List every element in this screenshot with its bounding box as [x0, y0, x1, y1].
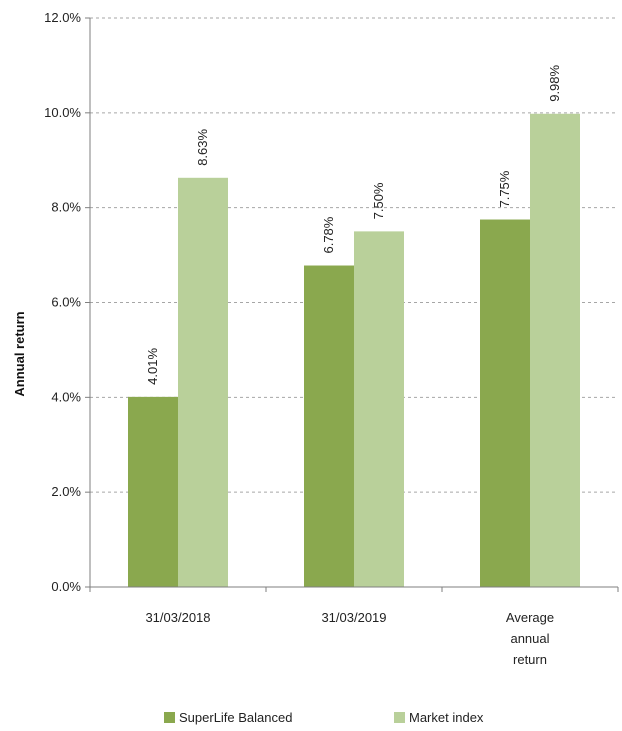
y-tick-label: 0.0% [51, 579, 81, 594]
bar-market-index [178, 177, 228, 587]
data-label: 8.63% [195, 128, 210, 165]
bars [128, 113, 580, 588]
labels: 0.0% 2.0% 4.0% 6.0% 8.0% 10.0% 12.0% 4.01% 8.63%… [44, 10, 562, 667]
bar-market-index [354, 231, 404, 587]
data-label: 7.50% [371, 182, 386, 219]
x-category-label: Average [506, 610, 554, 625]
bar-superlife-balanced [128, 396, 178, 587]
bar-market-index [530, 113, 580, 587]
axes [85, 17, 619, 592]
y-tick-label: 12.0% [44, 10, 81, 25]
y-tick-label: 10.0% [44, 105, 81, 120]
data-label: 4.01% [145, 348, 160, 385]
x-category-label: annual [510, 631, 549, 646]
bar-superlife-balanced [304, 265, 354, 587]
bar-superlife-balanced [480, 219, 530, 588]
data-label: 9.98% [547, 64, 562, 101]
y-tick-label: 6.0% [51, 295, 81, 310]
legend-swatch [394, 712, 405, 723]
legend-swatch [164, 712, 175, 723]
data-label: 7.75% [497, 170, 512, 207]
y-tick-label: 4.0% [51, 389, 81, 404]
data-label: 6.78% [321, 216, 336, 253]
x-category-label: 31/03/2019 [321, 610, 386, 625]
legend-label: Market index [409, 710, 484, 725]
y-tick-label: 2.0% [51, 484, 81, 499]
y-axis-title: Annual return [12, 311, 27, 396]
x-category-label: return [513, 652, 547, 667]
legend: SuperLife Balanced Market index [164, 710, 484, 725]
y-tick-label: 8.0% [51, 200, 81, 215]
legend-label: SuperLife Balanced [179, 710, 292, 725]
x-category-label: 31/03/2018 [145, 610, 210, 625]
